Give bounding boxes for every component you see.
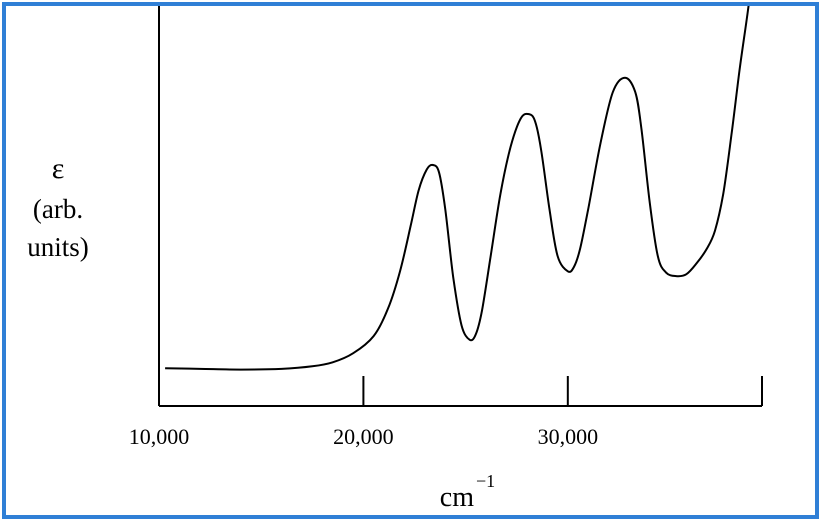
absorption-curve: [165, 6, 750, 371]
x-axis-label: cm: [440, 482, 474, 513]
y-label-line-1: ε: [52, 152, 65, 185]
y-label-line-3: units): [27, 232, 89, 262]
x-tick-label: 20,000: [333, 424, 394, 449]
chart-svg: 10,000 20,000 30,000 ε (arb. units) cm −1: [27, 6, 763, 513]
x-tick-label: 30,000: [538, 424, 599, 449]
y-label-line-2: (arb.: [33, 194, 83, 224]
x-tick-label: 10,000: [129, 424, 190, 449]
x-axis-label-superscript: −1: [476, 471, 495, 491]
